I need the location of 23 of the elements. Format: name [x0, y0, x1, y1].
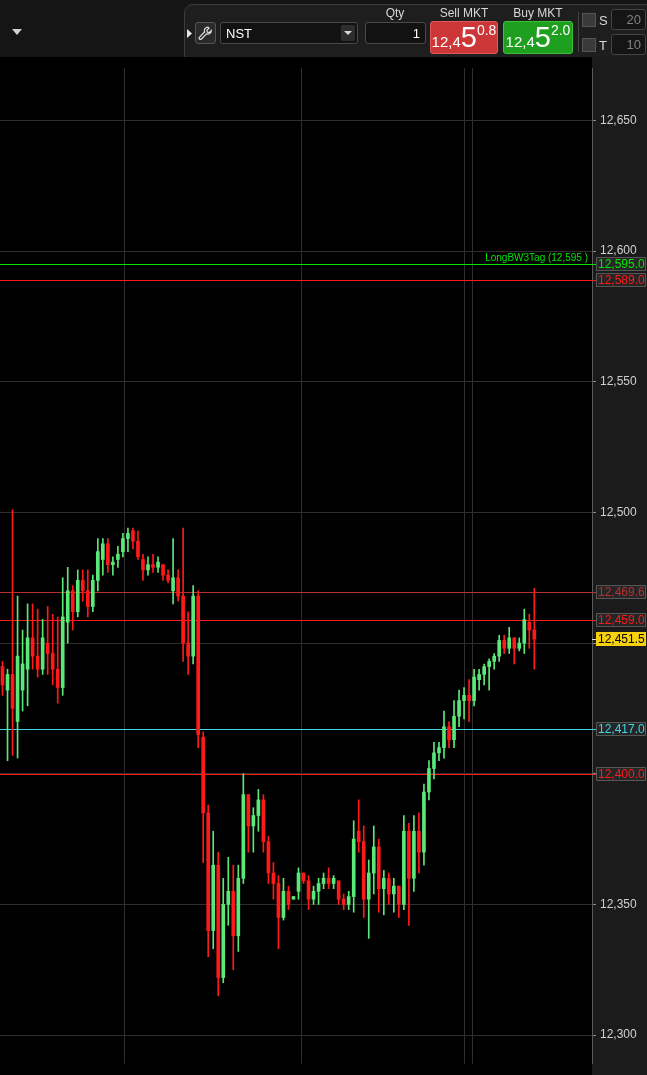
y-tick-label: 12,300	[600, 1027, 638, 1042]
y-tick-label: 12,500	[600, 504, 638, 519]
ref-line-label: 12,400.0	[598, 767, 646, 782]
ref-line-label: 12,459.0	[598, 613, 646, 628]
text: T	[599, 37, 607, 53]
text: 12,451.5	[598, 632, 645, 647]
text: Qty	[385, 5, 405, 20]
text: 10	[626, 37, 641, 52]
text: Buy MKT	[513, 5, 563, 20]
text: S	[599, 12, 608, 28]
text: 20	[626, 12, 641, 27]
y-tick-label: 12,550	[600, 374, 638, 389]
y-tick-label: 12,600	[600, 243, 638, 258]
y-tick-label: 12,650	[600, 112, 638, 127]
ref-line-label: 12,595.0	[598, 257, 646, 272]
text: 1	[412, 26, 420, 41]
text: Sell MKT	[439, 5, 489, 20]
annotation: LongBW3Tag (12,595 )	[485, 251, 588, 263]
ref-line-label: 12,469.6	[598, 585, 646, 600]
y-tick-label: 12,350	[600, 896, 638, 911]
text: NST	[226, 26, 252, 41]
ref-line-label: 12,417.0	[598, 722, 646, 737]
ref-line-label: 12,589.0	[598, 273, 646, 288]
